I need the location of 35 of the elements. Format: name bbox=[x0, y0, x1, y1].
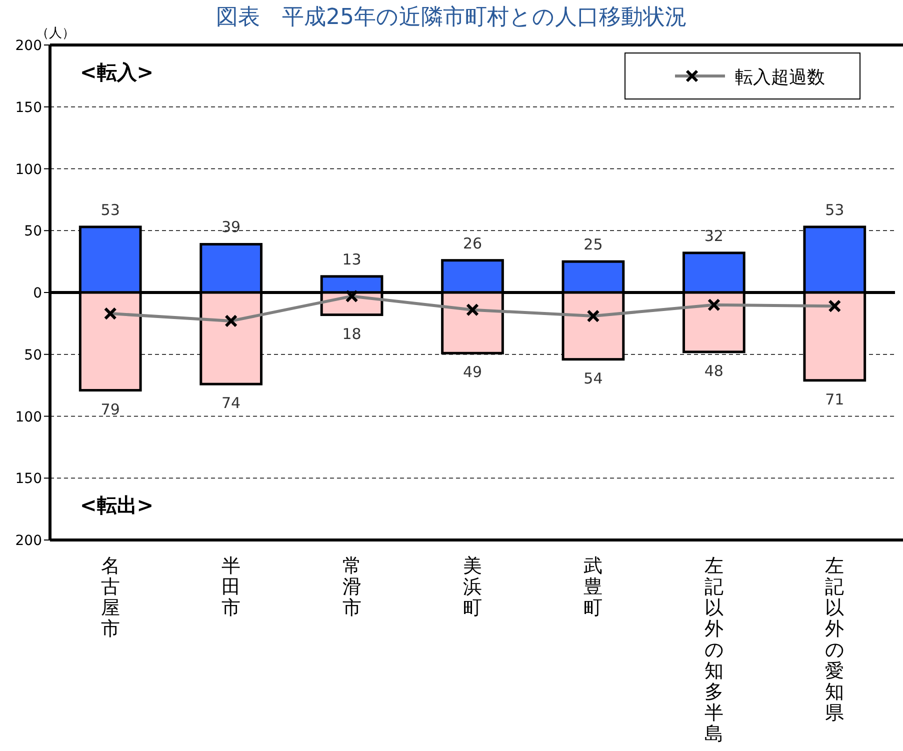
x-tick-label: 美浜町 bbox=[463, 555, 482, 619]
annotation: <転入> bbox=[80, 60, 154, 84]
x-tick-label: 左記以外の愛知県 bbox=[825, 555, 844, 724]
y-tick-label: 50 bbox=[24, 224, 42, 240]
y-tick-label: 150 bbox=[15, 471, 42, 488]
data-label: 79 bbox=[100, 400, 120, 418]
y-axis-title: （人） bbox=[36, 26, 75, 41]
data-label: 74 bbox=[222, 394, 241, 412]
legend-label: 転入超過数 bbox=[735, 67, 825, 88]
category-label: 左記以外の知多半島 bbox=[704, 555, 724, 745]
x-tick-label: 常滑市 bbox=[342, 555, 362, 619]
data-label: 54 bbox=[584, 369, 603, 388]
data-label: 26 bbox=[462, 234, 482, 252]
data-label: 18 bbox=[342, 324, 362, 343]
y-tick-label: 100 bbox=[15, 409, 42, 426]
y-tick-label: 100 bbox=[15, 162, 42, 178]
y-tick-label: 50 bbox=[24, 347, 42, 364]
y-tick-label: 200 bbox=[15, 533, 42, 549]
y-tick-label: 150 bbox=[15, 100, 42, 116]
data-label: 53 bbox=[100, 200, 120, 219]
data-label: 53 bbox=[825, 200, 844, 219]
x-tick-label: 半田市 bbox=[222, 555, 241, 619]
chart-title: 図表 平成25年の近隣市町村との人口移動状況 bbox=[216, 5, 687, 30]
data-label: 32 bbox=[704, 226, 724, 245]
x-tick-label: 名古屋市 bbox=[100, 555, 120, 640]
x-tick-label: 武豊町 bbox=[584, 555, 603, 619]
y-tick-label: 200 bbox=[15, 38, 42, 54]
y-tick-label: 0 bbox=[33, 286, 42, 302]
data-label: 48 bbox=[704, 362, 724, 380]
data-label: 13 bbox=[342, 250, 362, 268]
data-label: 25 bbox=[584, 236, 603, 254]
data-label: 39 bbox=[222, 218, 241, 236]
annotation: <転出> bbox=[80, 493, 154, 517]
data-label: 71 bbox=[825, 390, 844, 408]
data-label: 49 bbox=[462, 363, 482, 382]
